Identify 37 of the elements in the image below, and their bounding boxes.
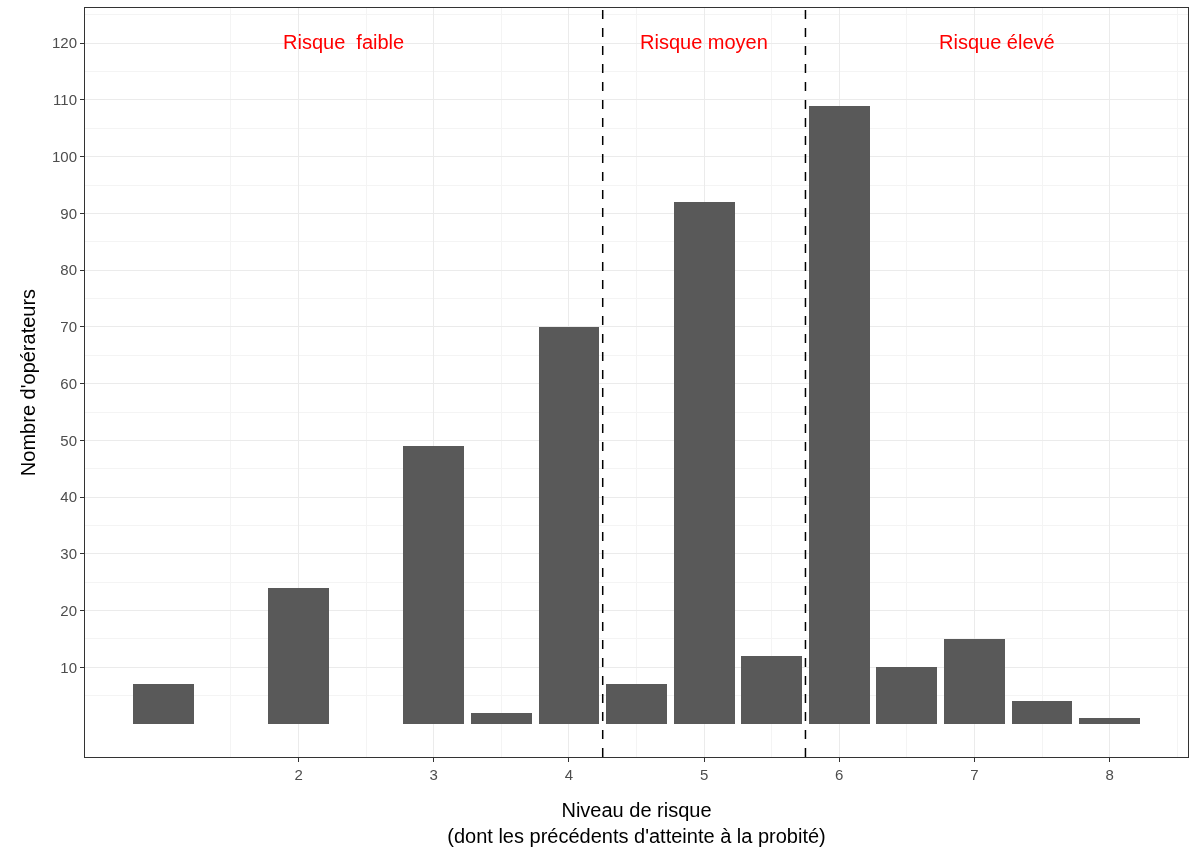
- y-tick-label: 30: [60, 545, 77, 563]
- x-tick-label: 7: [970, 766, 979, 783]
- annotation: Risque élevé: [939, 31, 1055, 53]
- bar: [539, 327, 599, 724]
- y-tick-label: 20: [60, 601, 77, 619]
- y-tick-label: 90: [60, 204, 77, 222]
- y-tick-label: 10: [60, 658, 77, 676]
- bar: [133, 684, 194, 724]
- x-tick-label: 6: [835, 766, 844, 783]
- x-axis-title: Niveau de risque (dont les précédents d'atteinte à la probité): [447, 799, 826, 847]
- y-tick-label: 100: [51, 147, 77, 165]
- bar: [1012, 701, 1072, 724]
- x-tick-label: 5: [699, 766, 709, 783]
- x-tick-label: 4: [564, 766, 574, 783]
- y-tick-label: 120: [51, 34, 77, 52]
- y-tick-label: 50: [60, 431, 77, 449]
- y-tick-label: 80: [60, 261, 77, 279]
- bar: [268, 588, 329, 724]
- bar: [606, 684, 667, 724]
- x-tick-label: 2: [294, 766, 303, 783]
- y-axis-title: Nombre d'opérateurs: [17, 288, 39, 477]
- x-tick-label: 3: [429, 766, 438, 783]
- y-tick-label: 40: [60, 488, 77, 506]
- bar: [1079, 718, 1140, 724]
- bar: [403, 446, 464, 724]
- annotation: Risque moyen: [640, 31, 768, 53]
- annotation: Risque faible: [283, 31, 405, 53]
- bar: [674, 202, 735, 724]
- y-tick-label: 60: [60, 374, 77, 392]
- bar: [809, 106, 870, 724]
- bar: [741, 656, 802, 724]
- x-tick-label: 8: [1105, 766, 1114, 783]
- bar: [876, 667, 937, 724]
- bar: [471, 713, 532, 724]
- bar: [944, 639, 1005, 724]
- y-tick-label: 110: [53, 91, 77, 109]
- y-tick-label: 70: [60, 318, 77, 336]
